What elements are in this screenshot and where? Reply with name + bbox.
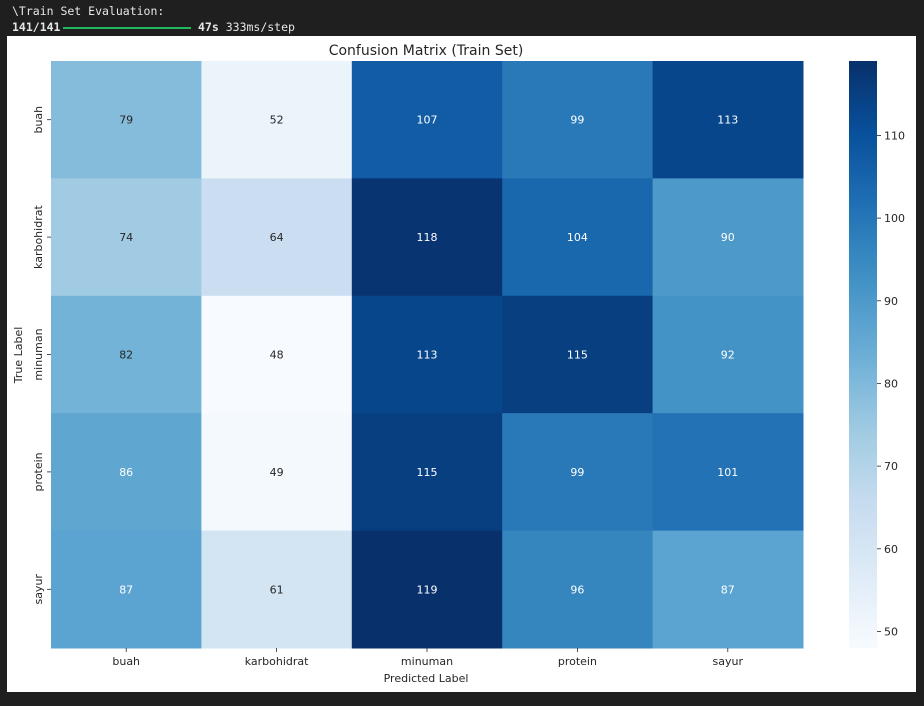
cell-value-label: 115 — [417, 466, 438, 479]
cell-value-label: 49 — [270, 466, 284, 479]
elapsed-time: 47s 333ms/step — [198, 20, 295, 34]
cell-value-label: 90 — [721, 231, 735, 244]
colorbar-tick-label: 90 — [884, 295, 898, 308]
cell-value-label: 87 — [721, 583, 735, 596]
colorbar-tick-label: 60 — [884, 543, 898, 556]
colorbar-tick-label: 100 — [884, 212, 905, 225]
x-tick-label: protein — [558, 655, 597, 668]
cell-value-label: 61 — [270, 583, 284, 596]
cell-value-label: 113 — [417, 349, 438, 362]
x-axis-label: Predicted Label — [384, 672, 469, 685]
confusion-matrix-chart: Confusion Matrix (Train Set) Predicted L… — [7, 36, 916, 692]
cell-value-label: 101 — [717, 466, 738, 479]
y-tick-label: sayur — [32, 574, 45, 605]
progress-bar — [63, 27, 191, 29]
x-ticks: buah karbohidrat minuman protein sayur — [112, 648, 743, 668]
y-tick-label: buah — [32, 106, 45, 134]
y-tick-label: karbohidrat — [32, 205, 45, 269]
colorbar: 50 60 70 80 90 100 110 — [849, 61, 905, 648]
colorbar-tick-label: 50 — [884, 625, 898, 638]
y-tick-label: protein — [32, 452, 45, 491]
y-ticks: buah karbohidrat minuman protein sayur — [32, 106, 51, 605]
chart-title: Confusion Matrix (Train Set) — [329, 43, 524, 59]
console-header: \Train Set Evaluation: — [12, 4, 164, 18]
cell-value-label: 119 — [417, 583, 438, 596]
cell-value-label: 115 — [567, 349, 588, 362]
x-tick-label: sayur — [713, 655, 744, 668]
cell-value-label: 107 — [417, 114, 438, 127]
x-tick-label: buah — [112, 655, 140, 668]
per-step-time: 333ms/step — [226, 20, 295, 34]
cell-value-label: 104 — [567, 231, 588, 244]
x-tick-label: minuman — [401, 655, 453, 668]
cell-value-label: 74 — [119, 231, 133, 244]
progress-steps: 141/141 — [12, 20, 60, 34]
cell-value-label: 79 — [119, 114, 133, 127]
cell-value-label: 52 — [270, 114, 284, 127]
console-output: \Train Set Evaluation: 141/141 47s 333ms… — [0, 0, 924, 36]
elapsed-seconds: 47s — [198, 20, 219, 34]
colorbar-tick-label: 70 — [884, 460, 898, 473]
x-tick-label: karbohidrat — [245, 655, 309, 668]
cell-value-label: 113 — [717, 114, 738, 127]
cell-value-label: 86 — [119, 466, 133, 479]
colorbar-scale — [849, 61, 877, 648]
y-tick-label: minuman — [32, 328, 45, 380]
y-axis-label: True Label — [12, 327, 25, 385]
cell-value-label: 82 — [119, 349, 133, 362]
cell-value-label: 87 — [119, 583, 133, 596]
colorbar-tick-label: 110 — [884, 129, 905, 142]
figure: Confusion Matrix (Train Set) Predicted L… — [7, 36, 916, 692]
cell-value-label: 99 — [570, 466, 584, 479]
cell-value-label: 96 — [570, 583, 584, 596]
colorbar-tick-label: 80 — [884, 377, 898, 390]
cell-value-label: 64 — [270, 231, 284, 244]
cell-value-label: 48 — [270, 349, 284, 362]
cell-value-label: 92 — [721, 349, 735, 362]
cell-value-label: 118 — [417, 231, 438, 244]
cell-value-label: 99 — [570, 114, 584, 127]
